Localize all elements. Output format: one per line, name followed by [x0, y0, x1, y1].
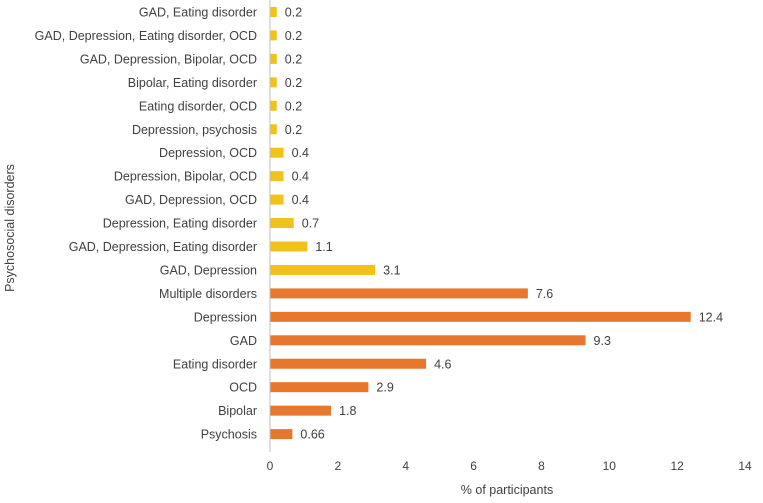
category-label: Psychosis: [201, 428, 257, 442]
bar-depression-ocd: [270, 147, 284, 158]
bar-gad-depression: [270, 264, 376, 275]
x-tick-label: 8: [538, 459, 545, 473]
value-label: 7.6: [536, 287, 553, 301]
value-label: 0.2: [285, 76, 302, 90]
value-label: 4.6: [434, 357, 451, 371]
value-label: 0.4: [292, 146, 309, 160]
value-labels: 0.2 0.2 0.2 0.2 0.2 0.2 0.4 0.4 0.4 0.7 1.1 3.1 7.6 1…: [285, 6, 723, 442]
bar-eating-disorder: [270, 358, 427, 369]
bar-ocd: [270, 382, 369, 393]
category-label: Depression, OCD: [159, 146, 257, 160]
category-label: Eating disorder: [173, 357, 257, 371]
y-axis-title: Psychosocial disorders: [3, 164, 17, 292]
category-labels: GAD, Eating disorder GAD, Depression, Eat…: [35, 6, 257, 442]
value-label: 0.2: [285, 52, 302, 66]
category-label: Depression, Eating disorder: [103, 217, 257, 231]
bar-multiple-disorders: [270, 288, 528, 299]
value-label: 1.1: [315, 240, 332, 254]
value-label: 0.2: [285, 123, 302, 137]
category-label: Depression: [194, 310, 257, 324]
bar-gad-depression-eating-disorder: [270, 241, 308, 252]
x-axis-ticks: 0 2 4 6 8 10 12 14: [267, 459, 752, 473]
category-label: Bipolar: [218, 404, 257, 418]
bar-gad-depression-eating-disorder-ocd: [270, 30, 277, 41]
category-label: GAD: [230, 334, 257, 348]
value-label: 1.8: [339, 404, 356, 418]
x-tick-label: 10: [603, 459, 617, 473]
category-label: GAD, Depression: [160, 263, 257, 277]
value-label: 3.1: [383, 263, 400, 277]
category-label: Multiple disorders: [159, 287, 257, 301]
value-label: 0.4: [292, 193, 309, 207]
bar-gad-depression-ocd: [270, 194, 284, 205]
category-label: GAD, Depression, Eating disorder: [69, 240, 257, 254]
category-label: Eating disorder, OCD: [139, 99, 257, 113]
bar-depression-eating-disorder: [270, 218, 294, 229]
category-label: GAD, Depression, OCD: [125, 193, 257, 207]
bar-gad-eating-disorder: [270, 7, 277, 17]
bar-bipolar: [270, 405, 332, 416]
category-label: Bipolar, Eating disorder: [128, 76, 257, 90]
x-axis-title: % of participants: [461, 483, 553, 497]
value-label: 0.2: [285, 99, 302, 113]
value-label: 0.2: [285, 6, 302, 20]
bar-psychosis: [270, 429, 293, 440]
category-label: GAD, Depression, Bipolar, OCD: [80, 52, 257, 66]
x-tick-label: 12: [670, 459, 684, 473]
value-label: 12.4: [699, 310, 723, 324]
x-tick-label: 2: [335, 459, 342, 473]
x-tick-label: 4: [402, 459, 409, 473]
value-label: 0.66: [300, 428, 324, 442]
x-tick-label: 14: [738, 459, 752, 473]
category-label: Depression, Bipolar, OCD: [114, 170, 257, 184]
value-label: 2.9: [376, 381, 393, 395]
bar-gad: [270, 335, 586, 346]
x-tick-label: 0: [267, 459, 274, 473]
value-label: 0.7: [302, 217, 319, 231]
category-label: GAD, Eating disorder: [139, 6, 257, 20]
category-label: OCD: [229, 381, 257, 395]
value-label: 0.2: [285, 29, 302, 43]
bar-bipolar-eating-disorder: [270, 77, 277, 88]
category-label: GAD, Depression, Eating disorder, OCD: [35, 29, 257, 43]
bar-depression-bipolar-ocd: [270, 171, 284, 182]
value-label: 0.4: [292, 170, 309, 184]
bar-eating-disorder-ocd: [270, 100, 277, 111]
bar-gad-depression-bipolar-ocd: [270, 53, 277, 64]
bar-depression: [270, 311, 691, 322]
category-label: Depression, psychosis: [132, 123, 257, 137]
x-tick-label: 6: [470, 459, 477, 473]
bars-group: [270, 7, 691, 440]
bar-depression-psychosis: [270, 124, 277, 135]
value-label: 9.3: [594, 334, 611, 348]
